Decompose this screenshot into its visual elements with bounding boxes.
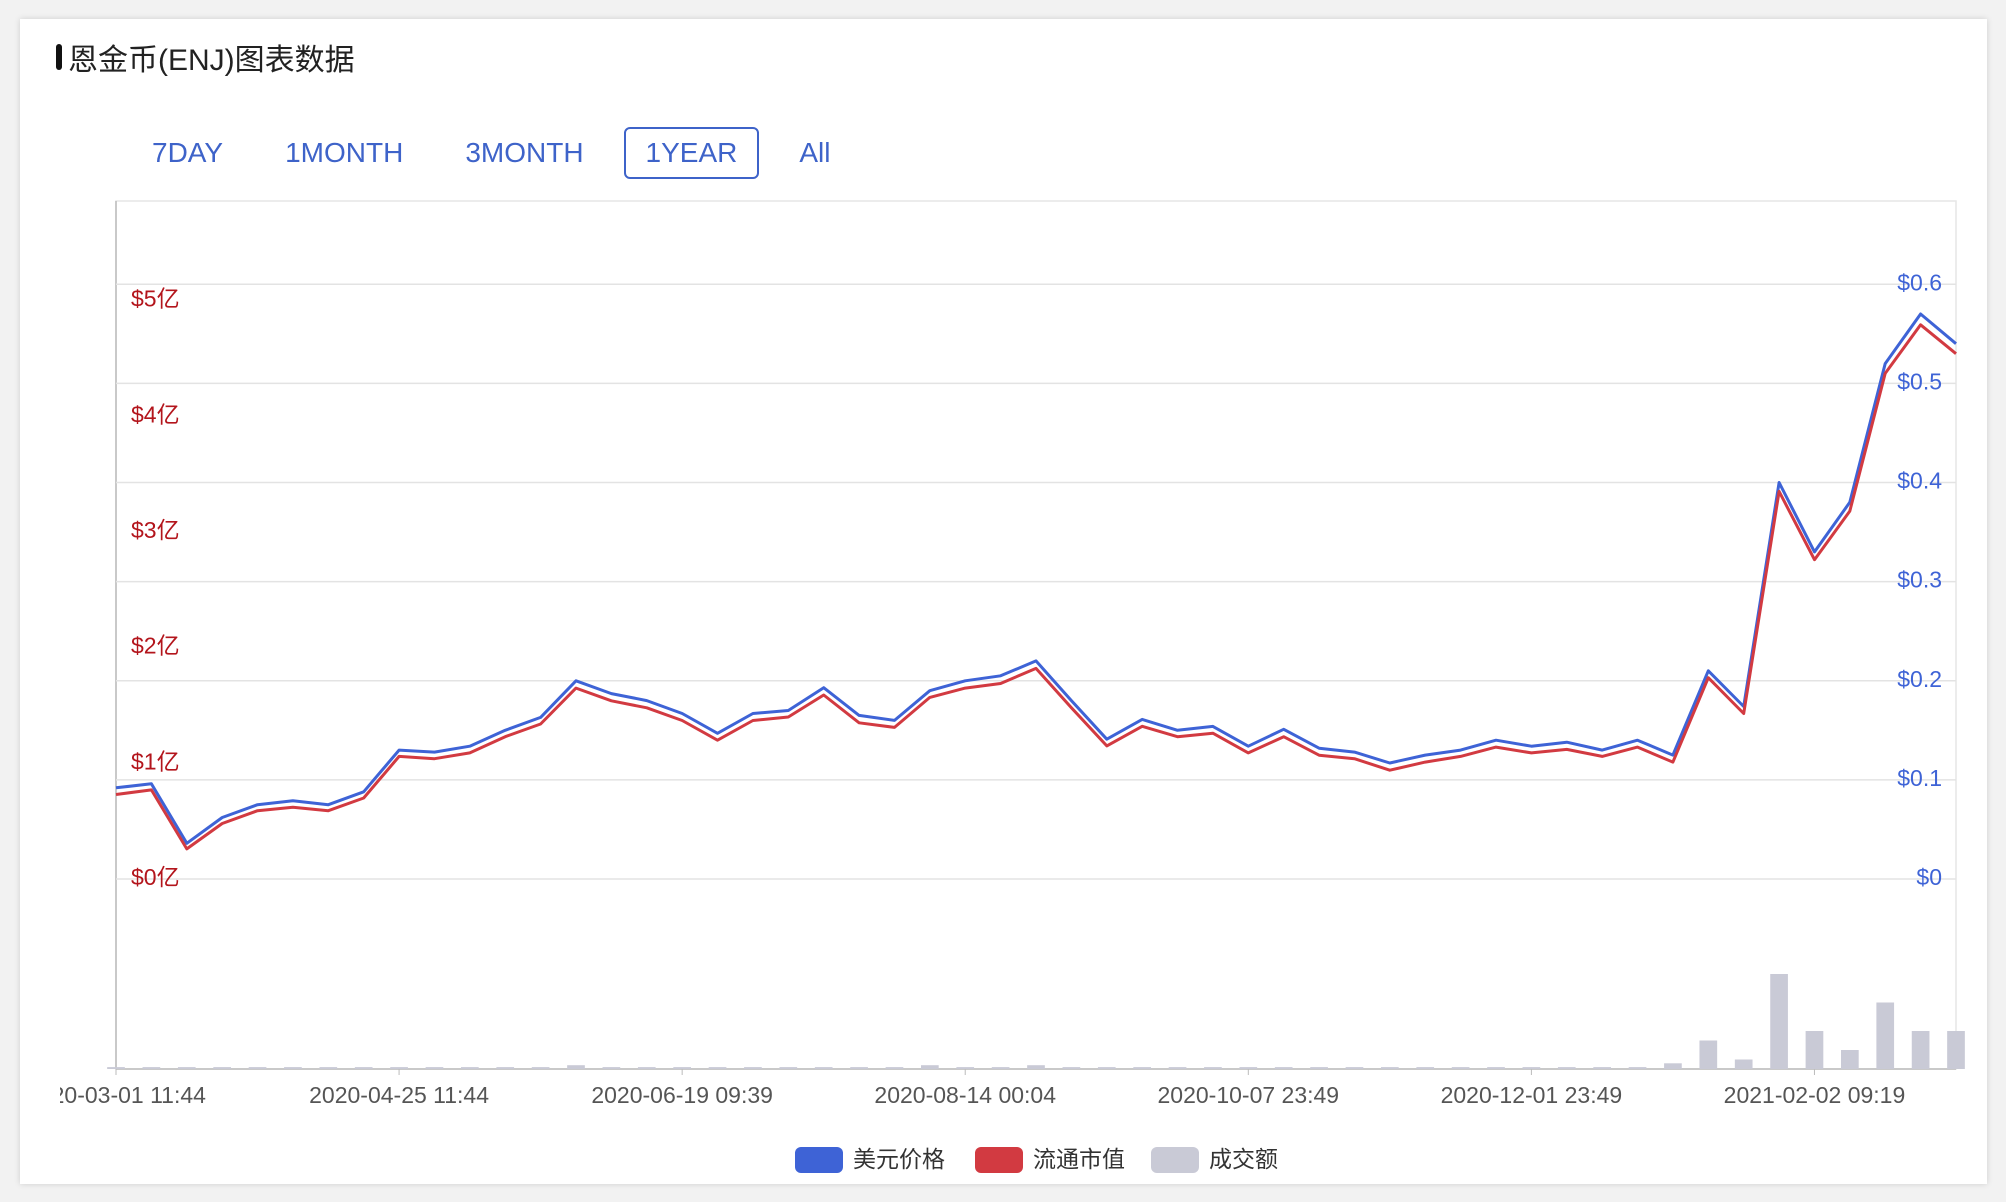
volume-bar <box>1097 1067 1116 1069</box>
y2-tick-label: $0.4 <box>1897 468 1942 494</box>
volume-bar <box>602 1067 621 1069</box>
x-tick-label: 2020-06-19 09:39 <box>591 1082 773 1108</box>
volume-bar <box>1310 1067 1328 1069</box>
legend-swatch <box>975 1147 1023 1173</box>
volume-bar <box>461 1067 479 1069</box>
x-tick-label: 2020-08-14 00:04 <box>874 1082 1056 1108</box>
range-button[interactable]: 3MONTH <box>465 137 584 168</box>
title: 恩金币(ENJ)图表数据 <box>56 35 355 79</box>
card: 恩金币(ENJ)图表数据 7DAY 1MONTH 3MONTH 1YEAR All <box>20 19 1987 1184</box>
volume-bar <box>1487 1067 1505 1069</box>
y2-tick-label: $0.1 <box>1897 765 1942 791</box>
x-tick-label: 2020-10-07 23:49 <box>1158 1082 1340 1108</box>
x-tick-label: 2021-02-02 09:19 <box>1724 1082 1906 1108</box>
volume-bar <box>496 1067 515 1069</box>
volume-bar <box>1345 1067 1364 1069</box>
range-buttons: 7DAY 1MONTH 3MONTH 1YEAR All <box>130 127 853 179</box>
volume-bar <box>1451 1067 1470 1069</box>
x-axis-labels: 2020-03-01 11:44 2020-04-25 11:44 2020-06-… <box>26 1082 1906 1108</box>
volume-bar <box>1133 1067 1151 1069</box>
volume-bar <box>1664 1063 1682 1069</box>
plot-frame <box>115 200 1957 1070</box>
legend-item[interactable]: 流通市值 <box>975 1146 1125 1173</box>
range-button[interactable]: 7DAY <box>152 137 224 168</box>
volume-bar <box>1381 1067 1399 1069</box>
volume-bar <box>637 1067 656 1069</box>
volume-bar <box>177 1067 196 1069</box>
volume-bar <box>991 1067 1010 1069</box>
volume-bar <box>1062 1067 1081 1069</box>
volume-bar <box>1770 974 1788 1069</box>
volume-bar <box>1274 1067 1293 1069</box>
title-marker <box>56 44 62 70</box>
volume-bar <box>248 1067 267 1069</box>
volume-bar <box>885 1067 904 1069</box>
volume-bar <box>284 1067 302 1069</box>
x-tick-label: 2020-04-25 11:44 <box>309 1082 489 1108</box>
volume-bar <box>1027 1065 1045 1069</box>
volume-bar <box>319 1067 338 1069</box>
legend-swatch <box>1151 1147 1199 1173</box>
volume-bar <box>1734 1059 1753 1069</box>
y-tick-label: $0亿 <box>131 864 180 890</box>
volume-bar <box>531 1067 550 1069</box>
volume-bar <box>673 1067 691 1069</box>
range-button[interactable]: All <box>799 137 831 168</box>
title-text: 恩金币(ENJ)图表数据 <box>68 44 355 77</box>
volume-bar <box>1522 1067 1541 1069</box>
y-tick-label: $4亿 <box>131 401 180 427</box>
y2-tick-label: $0.5 <box>1897 368 1942 394</box>
x-tick-label: 2020-12-01 23:49 <box>1441 1082 1623 1108</box>
y2-tick-label: $0.6 <box>1897 269 1942 295</box>
legend-swatch <box>795 1147 843 1173</box>
range-button[interactable]: 1MONTH <box>285 137 404 168</box>
volume-bar <box>1168 1067 1187 1069</box>
volume-bar <box>1239 1067 1258 1069</box>
line-series <box>115 323 1957 851</box>
volume-bar <box>354 1067 373 1069</box>
volume-bar <box>1876 1002 1895 1069</box>
volume-bar <box>1699 1040 1718 1069</box>
volume-bar <box>779 1067 798 1069</box>
y-tick-label: $5亿 <box>131 286 180 312</box>
volume-bar <box>1805 1031 1824 1069</box>
legend-item[interactable]: 美元价格 <box>795 1146 945 1173</box>
volume-bar <box>1841 1050 1859 1069</box>
volume-bar <box>1947 1031 1965 1069</box>
volume-bar <box>814 1067 833 1069</box>
y-tick-label: $3亿 <box>131 517 180 543</box>
volume-bar <box>1911 1031 1930 1069</box>
y2-tick-label: $0 <box>1916 864 1942 890</box>
volume-bar <box>142 1067 161 1069</box>
volume-bar <box>1204 1067 1222 1069</box>
y-tick-label: $1亿 <box>131 748 180 774</box>
legend-label: 美元价格 <box>853 1146 945 1172</box>
volume-bar <box>1593 1067 1611 1069</box>
legend-item[interactable]: 成交额 <box>1151 1146 1278 1173</box>
volume-bar <box>956 1067 975 1069</box>
volume-bar <box>107 1067 125 1069</box>
volume-bar <box>1557 1067 1576 1069</box>
y2-tick-label: $0.3 <box>1897 567 1942 593</box>
legend-label: 流通市值 <box>1033 1146 1125 1172</box>
legend-label: 成交额 <box>1209 1146 1278 1172</box>
volume-bar <box>708 1067 727 1069</box>
volume-bar <box>921 1065 939 1069</box>
volume-bar <box>425 1067 444 1069</box>
y-tick-label: $2亿 <box>131 633 180 659</box>
volume-bar <box>1416 1067 1435 1069</box>
y2-tick-label: $0.2 <box>1897 666 1942 692</box>
volume-bar <box>390 1067 408 1069</box>
line-series <box>115 312 1957 845</box>
x-tick-label: 2020-03-01 11:44 <box>26 1082 206 1108</box>
volume-bar <box>1628 1067 1647 1069</box>
range-button[interactable]: 1YEAR <box>623 127 760 179</box>
volume-bar <box>850 1067 868 1069</box>
volume-bar <box>744 1067 762 1069</box>
volume-bar <box>567 1065 585 1069</box>
volume-bar <box>213 1067 231 1069</box>
